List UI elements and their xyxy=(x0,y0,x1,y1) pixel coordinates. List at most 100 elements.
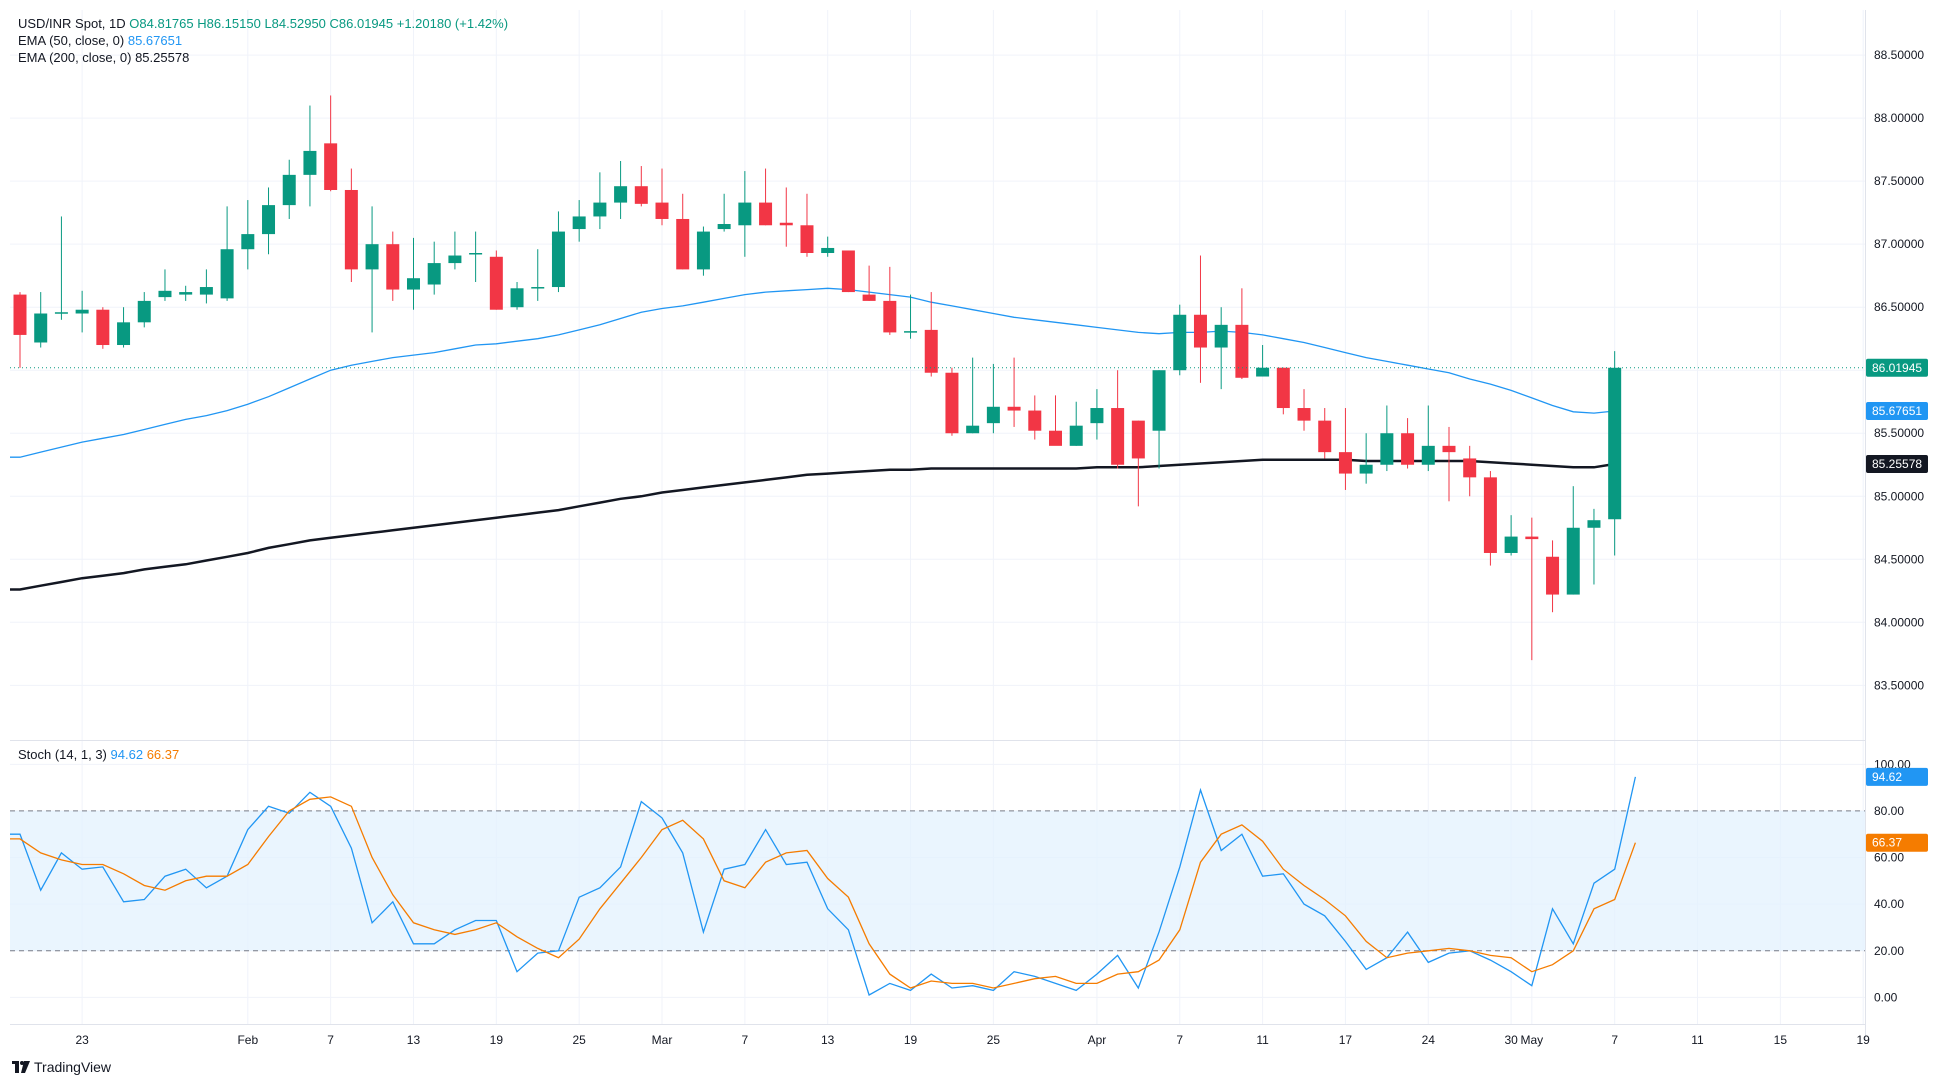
candle-down xyxy=(1483,471,1497,566)
candle-body xyxy=(344,189,358,270)
legend-symbol[interactable]: USD/INR Spot, 1D xyxy=(18,16,126,31)
candle-down xyxy=(1028,395,1042,440)
time-tick-label: 15 xyxy=(1774,1033,1788,1047)
candle-body xyxy=(1380,433,1394,465)
time-axis[interactable]: 23 Feb 7 13 19 25 Mar 7 13 19 25 Apr 7 11 17 24 30 May 7 11… xyxy=(75,1033,1870,1047)
candle-body xyxy=(1566,527,1580,595)
candle-body xyxy=(1173,314,1187,371)
candle-body xyxy=(676,218,690,270)
candle-body xyxy=(262,205,276,235)
candle-body xyxy=(365,244,379,270)
ema50-badge: 85.67651 xyxy=(1866,401,1928,420)
tradingview-logo-icon xyxy=(12,1061,30,1073)
time-tick-label: 7 xyxy=(1611,1033,1618,1047)
oscillator-axis[interactable]: 100.00 80.00 60.00 40.00 20.00 0.00 xyxy=(1874,757,1911,1004)
stoch-k-badge: 94.62 xyxy=(1866,767,1928,786)
candle-down xyxy=(1111,370,1125,469)
candle-body xyxy=(924,329,938,373)
candle-body xyxy=(1131,420,1145,459)
candle-down xyxy=(1007,357,1021,427)
candle-body xyxy=(179,292,193,295)
candle-up xyxy=(1380,405,1394,472)
candle-up xyxy=(220,206,234,301)
tradingview-logo[interactable]: TradingView xyxy=(12,1059,111,1075)
candle-up xyxy=(1608,351,1622,556)
stoch-d-badge-text: 66.37 xyxy=(1872,836,1902,850)
ema50-path xyxy=(10,287,1615,458)
candle-body xyxy=(427,263,441,285)
candle-body xyxy=(1546,556,1560,595)
candle-body xyxy=(303,150,317,175)
stoch-k-line xyxy=(10,776,1637,996)
candle-up xyxy=(1256,345,1270,377)
price-tick-label: 88.50000 xyxy=(1874,48,1924,62)
osc-tick-label: 40.00 xyxy=(1874,897,1904,911)
candle-down xyxy=(1297,389,1311,431)
candle-down xyxy=(344,168,358,282)
osc-tick-label: 100.00 xyxy=(1874,757,1911,771)
candle-down xyxy=(1401,418,1415,469)
candle-down xyxy=(1193,255,1207,383)
legend-ema200-label: EMA (200, close, 0) xyxy=(18,50,132,65)
candle-body xyxy=(738,202,752,226)
candle-down xyxy=(676,193,690,270)
candle-up xyxy=(303,105,317,207)
candle-body xyxy=(1193,314,1207,348)
candle-body xyxy=(117,322,131,346)
candle-body xyxy=(1235,324,1249,378)
stoch-lines xyxy=(10,776,1637,996)
time-tick-label: 30 xyxy=(1504,1033,1518,1047)
axis-badges: 86.01945 85.67651 85.25578 94.62 66.37 xyxy=(1866,358,1928,852)
candle-body xyxy=(1608,367,1622,520)
candle-body xyxy=(324,143,338,190)
candle-up xyxy=(551,211,565,293)
price-tick-label: 87.50000 xyxy=(1874,174,1924,188)
candle-body xyxy=(1090,408,1104,424)
candle-up xyxy=(572,200,586,242)
candle-down xyxy=(1235,288,1249,380)
candle-body xyxy=(883,300,897,333)
candle-down xyxy=(13,292,27,368)
time-tick-label: Apr xyxy=(1088,1033,1107,1047)
candle-body xyxy=(717,224,731,230)
ema200-badge: 85.25578 xyxy=(1866,455,1928,474)
candle-up xyxy=(821,236,835,257)
last-price-badge-text: 86.01945 xyxy=(1872,361,1922,375)
candle-body xyxy=(448,255,462,264)
candle-up xyxy=(966,357,980,434)
candle-up xyxy=(717,193,731,232)
ema50-badge-text: 85.67651 xyxy=(1872,404,1922,418)
price-axis[interactable]: 88.50000 88.00000 87.50000 87.00000 86.50000… xyxy=(1874,48,1924,692)
candle-up xyxy=(75,290,89,333)
legend-ema200[interactable]: EMA (200, close, 0) 85.25578 xyxy=(18,50,189,66)
candle-up xyxy=(1566,486,1580,595)
candle-body xyxy=(800,225,814,254)
candle-body xyxy=(1401,433,1415,465)
legend-stoch[interactable]: Stoch (14, 1, 3) 94.62 66.37 xyxy=(18,747,179,763)
legend-ema50[interactable]: EMA (50, close, 0) 85.67651 xyxy=(18,33,182,49)
candle-body xyxy=(572,216,586,230)
candle-body xyxy=(779,222,793,226)
candle-body xyxy=(904,331,918,333)
candle-body xyxy=(282,174,296,206)
candle-body xyxy=(199,287,213,295)
candle-body xyxy=(551,231,565,288)
ema200-badge-bg xyxy=(1866,455,1928,474)
stoch-d-badge: 66.37 xyxy=(1866,833,1928,852)
candle-body xyxy=(593,202,607,217)
candle-up xyxy=(1090,389,1104,440)
legend-main: USD/INR Spot, 1D O84.81765 H86.15150 L84… xyxy=(18,16,508,32)
price-tick-label: 87.00000 xyxy=(1874,237,1924,251)
candle-up xyxy=(54,216,68,320)
candle-body xyxy=(1318,420,1332,453)
price-tick-label: 84.50000 xyxy=(1874,552,1924,566)
candle-body xyxy=(1028,410,1042,431)
legend-ema200-value: 85.25578 xyxy=(135,50,190,65)
pane-separator xyxy=(10,740,1865,741)
candle-body xyxy=(1049,430,1062,446)
time-tick-label: 19 xyxy=(1857,1033,1871,1047)
ema200-line xyxy=(10,458,1615,591)
chart-right-border xyxy=(1865,10,1866,1040)
candle-up xyxy=(1359,433,1373,484)
